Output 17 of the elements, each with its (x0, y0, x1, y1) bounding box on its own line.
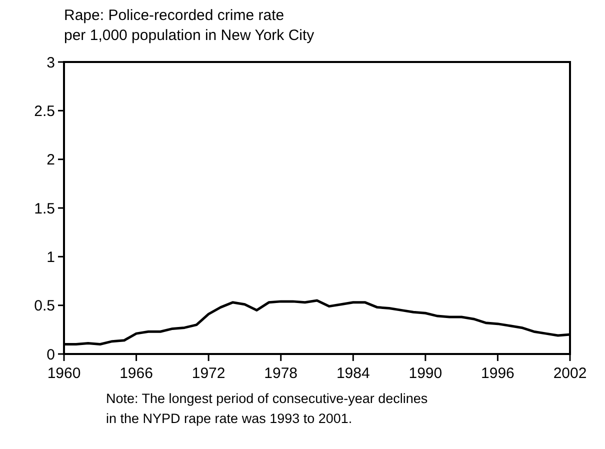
x-tick-label: 1972 (192, 365, 226, 382)
x-tick-label: 1960 (47, 365, 81, 382)
y-tick-label: 0.5 (34, 298, 55, 315)
chart-title: Rape: Police-recorded crime rate per 1,000 population in New York City (64, 7, 315, 44)
y-tick-label: 3 (46, 54, 55, 72)
x-tick-label: 1978 (264, 365, 298, 382)
x-tick-label: 1966 (120, 365, 153, 382)
y-tick-label: 1.5 (34, 200, 55, 218)
x-tick-label: 1990 (408, 365, 442, 382)
y-tick-label: 0 (46, 346, 55, 364)
y-tick-label: 2 (46, 152, 55, 169)
y-tick-label: 1 (46, 248, 55, 266)
x-tick-label: 1996 (481, 365, 514, 382)
text: Note: The longest period of consecutive-year declines in the NYPD rape rate was 1993 to 2001. (106, 391, 428, 426)
x-tick-label: 1984 (336, 365, 370, 382)
y-tick-label: 2.5 (34, 102, 55, 120)
x-tick-label: 2002 (553, 365, 587, 382)
